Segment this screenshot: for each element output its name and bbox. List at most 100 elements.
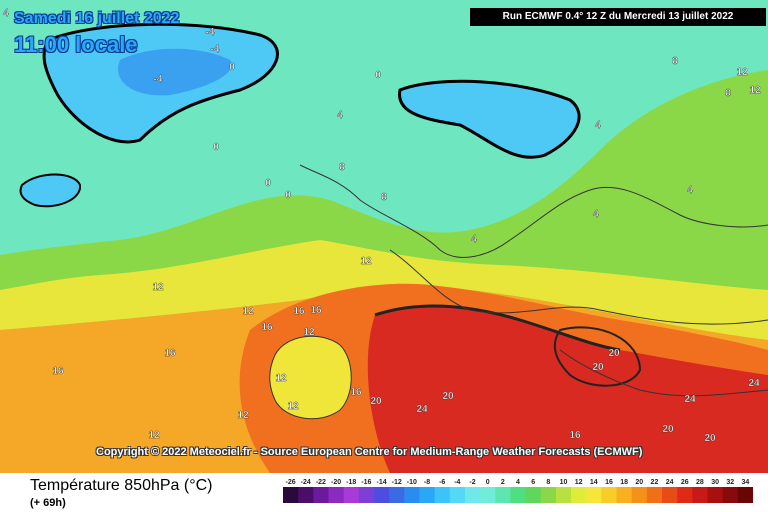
contour-label: 16 xyxy=(261,322,273,333)
contour-label: 8 xyxy=(381,192,387,203)
scale-tick-label: 28 xyxy=(696,479,704,486)
contour-label: 20 xyxy=(442,391,454,402)
scale-tick-label: 24 xyxy=(666,479,674,486)
scale-swatch xyxy=(419,487,436,503)
cool-island xyxy=(269,335,352,420)
scale-tick-label: 12 xyxy=(575,479,583,486)
scale-tick-label: 16 xyxy=(605,479,613,486)
scale-swatch xyxy=(616,487,633,503)
contour-label: -4 xyxy=(206,27,215,38)
scale-swatch xyxy=(449,487,466,503)
contour-label: 8 xyxy=(672,56,678,67)
scale-tick-label: -14 xyxy=(376,479,386,486)
contour-label: 12 xyxy=(287,401,299,412)
scale-swatch xyxy=(283,487,299,503)
scale-tick-label: -26 xyxy=(286,479,296,486)
scale-swatch xyxy=(525,487,542,503)
contour-label: 20 xyxy=(592,362,604,373)
scale-tick-label: 30 xyxy=(711,479,719,486)
coastline-2 xyxy=(389,249,768,325)
scale-swatch xyxy=(601,487,618,503)
contour-label: 12 xyxy=(242,306,254,317)
scale-swatch xyxy=(707,487,724,503)
contour-label: 12 xyxy=(736,67,748,78)
contour-label: 20 xyxy=(608,348,620,359)
contour-label: 0 xyxy=(285,190,291,201)
scale-swatch xyxy=(722,487,739,503)
scale-swatch xyxy=(298,487,314,503)
scale-swatch xyxy=(480,487,496,503)
scale-swatch xyxy=(464,487,481,503)
scale-swatch xyxy=(434,487,451,503)
scale-tick-label: 10 xyxy=(560,479,568,486)
cold-blob xyxy=(19,173,82,208)
scale-swatch xyxy=(692,487,709,503)
scale-swatch xyxy=(343,487,360,503)
contour-label: 8 xyxy=(339,162,345,173)
contour-label: 0 xyxy=(213,142,219,153)
scale-tick-label: -6 xyxy=(439,479,445,486)
contour-label: 20 xyxy=(662,424,674,435)
scale-swatch xyxy=(540,487,557,503)
contour-label: 16 xyxy=(310,305,322,316)
scale-swatch xyxy=(662,487,678,503)
contour-label: 4 xyxy=(687,185,693,196)
scale-tick-label: 26 xyxy=(681,479,689,486)
contour-label: 16 xyxy=(52,366,64,377)
scale-tick-label: -8 xyxy=(424,479,430,486)
contour-label: 0 xyxy=(229,62,235,73)
hot-contour-2 xyxy=(553,326,642,387)
forecast-date: Samedi 16 juillet 2022 xyxy=(14,10,180,27)
scale-swatch xyxy=(555,487,572,503)
scale-tick-label: 22 xyxy=(651,479,659,486)
contour-label: 4 xyxy=(3,8,9,19)
scale-tick-label: -2 xyxy=(469,479,475,486)
scale-swatch xyxy=(571,487,587,503)
scale-tick-label: -16 xyxy=(361,479,371,486)
scale-tick-label: -10 xyxy=(407,479,417,486)
contour-label: -4 xyxy=(211,44,220,55)
scale-swatch xyxy=(373,487,390,503)
scale-tick-label: 20 xyxy=(635,479,643,486)
contour-label: 16 xyxy=(569,430,581,441)
contour-label: 0 xyxy=(265,178,271,189)
variable-label: Température 850hPa (°C) xyxy=(30,477,213,494)
scale-tick-label: 34 xyxy=(742,479,750,486)
scale-tick-label: -20 xyxy=(331,479,341,486)
contour-label: 16 xyxy=(293,306,305,317)
contour-label: 4 xyxy=(593,209,599,220)
contour-label: 4 xyxy=(471,234,477,245)
contour-label: 24 xyxy=(748,378,760,389)
scale-tick-label: -18 xyxy=(346,479,356,486)
copyright-notice: Copyright © 2022 Meteociel.fr - Source E… xyxy=(96,446,643,458)
extreme-zone xyxy=(367,305,768,473)
contour-label: 12 xyxy=(275,373,287,384)
scale-swatch xyxy=(646,487,663,503)
scale-swatch xyxy=(677,487,693,503)
contour-label: 12 xyxy=(148,430,160,441)
coastline-3 xyxy=(559,349,768,397)
model-run-info: Run ECMWF 0.4° 12 Z du Mercredi 13 juill… xyxy=(470,8,766,26)
contour-label: 24 xyxy=(416,404,428,415)
scale-tick-label: 0 xyxy=(486,479,490,486)
scale-swatch xyxy=(510,487,527,503)
contour-label: 20 xyxy=(370,396,382,407)
contour-label: 12 xyxy=(749,85,761,96)
contour-label: 4 xyxy=(337,110,343,121)
scale-swatch xyxy=(404,487,420,503)
scale-tick-label: 14 xyxy=(590,479,598,486)
scale-tick-label: -22 xyxy=(316,479,326,486)
coastline xyxy=(299,164,768,258)
scale-swatch xyxy=(495,487,511,503)
scale-swatch xyxy=(631,487,648,503)
contour-label: 12 xyxy=(303,327,315,338)
warm-zone xyxy=(0,240,768,340)
contour-label: 12 xyxy=(237,410,249,421)
scale-tick-label: -4 xyxy=(454,479,460,486)
scale-tick-label: 6 xyxy=(531,479,535,486)
scale-swatch xyxy=(389,487,405,503)
contour-label: 8 xyxy=(725,88,731,99)
scale-swatch xyxy=(737,487,753,503)
hot-contour xyxy=(374,304,621,352)
mild-zone xyxy=(0,70,768,290)
